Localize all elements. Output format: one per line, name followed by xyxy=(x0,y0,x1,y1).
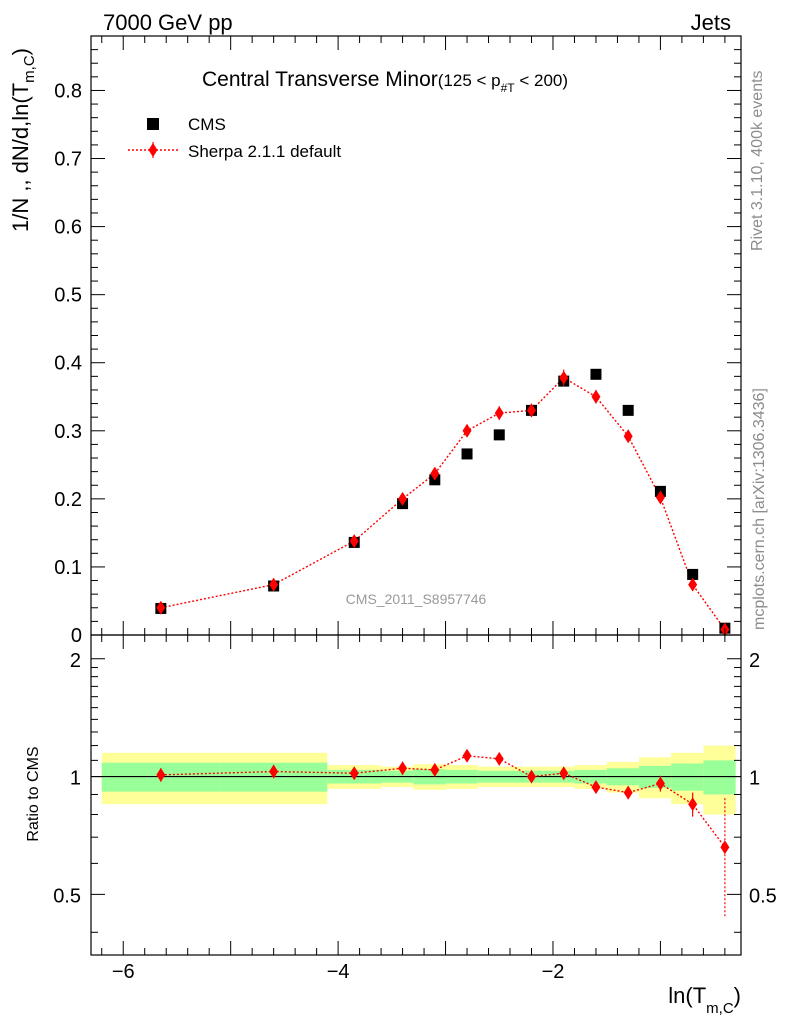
sherpa-point xyxy=(526,403,536,418)
legend-cms-label: CMS xyxy=(188,115,226,134)
cms-point xyxy=(687,568,699,580)
ratio-ytick-label-right: 0.5 xyxy=(749,885,777,907)
ratio-xlabel-text: ln(T xyxy=(668,983,706,1008)
ratio-sherpa-point xyxy=(156,767,166,782)
sherpa-point xyxy=(349,534,359,549)
sherpa-point xyxy=(156,600,166,615)
main-ytick-label: 0.1 xyxy=(54,557,82,579)
ratio-panel: 0.5 0.5 1 1 2 2 −6 −4 −2 Ratio to CMS ln(Tm,C) xyxy=(25,634,777,1017)
ratio-sherpa-point xyxy=(720,840,730,855)
legend: CMS Sherpa 2.1.1 default xyxy=(128,115,341,161)
ratio-sherpa-point xyxy=(494,751,504,766)
ratio-sherpa-point xyxy=(559,766,569,781)
legend-cms-marker xyxy=(147,118,159,130)
ratio-band-green xyxy=(703,760,736,795)
legend-sherpa-label: Sherpa 2.1.1 default xyxy=(188,142,341,161)
main-ylabel-end: ) xyxy=(8,48,33,55)
chart-title-cut: (125 < p xyxy=(438,71,501,90)
ratio-xlabel: ln(Tm,C) xyxy=(668,983,741,1017)
sherpa-point xyxy=(494,406,504,421)
sherpa-point xyxy=(591,389,601,404)
sherpa-point xyxy=(559,370,569,385)
ratio-sherpa-point xyxy=(462,748,472,763)
ratio-sherpa-line xyxy=(160,755,726,848)
rivet-label: Rivet 3.1.10, 400k events xyxy=(749,70,766,251)
ratio-sherpa-point xyxy=(526,769,536,784)
main-ytick-label: 0.2 xyxy=(54,489,82,511)
main-ylabel-text: 1/N ,, dN/d,ln(T xyxy=(8,83,33,232)
main-panel: 0 0.1 0.2 0.3 0.4 0.5 0.6 0.7 0.8 Central Transv… xyxy=(8,35,742,647)
mcplots-label: mcplots.cern.ch [arXiv:1306.3436] xyxy=(751,388,768,630)
main-ytick-label: 0.5 xyxy=(54,285,82,307)
ratio-sherpa-point xyxy=(591,780,601,795)
ratio-sherpa-point xyxy=(398,761,408,776)
ratio-xlabel-end: ) xyxy=(734,983,741,1008)
ratio-xtick-label: −4 xyxy=(327,961,350,983)
cms-point xyxy=(622,404,634,416)
sherpa-point xyxy=(462,423,472,438)
sherpa-point xyxy=(398,491,408,506)
sherpa-point xyxy=(688,577,698,592)
sherpa-point xyxy=(430,466,440,481)
main-ytick-label: 0.3 xyxy=(54,421,82,443)
watermark: CMS_2011_S8957746 xyxy=(346,591,487,607)
chart-title-main: Central Transverse Minor xyxy=(202,68,438,91)
sherpa-line xyxy=(160,376,726,630)
ratio-ytick-label: 2 xyxy=(70,650,81,672)
sherpa-point xyxy=(655,490,665,505)
main-ytick-label: 0.8 xyxy=(54,80,82,102)
ratio-sherpa-point xyxy=(688,797,698,812)
ratio-sherpa-point xyxy=(623,785,633,800)
chart-title: Central Transverse Minor(125 < p#T < 200… xyxy=(202,68,568,95)
ratio-sherpa-point xyxy=(430,762,440,777)
cms-point xyxy=(590,368,602,380)
ratio-sherpa-point xyxy=(349,766,359,781)
ratio-sherpa-point xyxy=(269,764,279,779)
ratio-frame xyxy=(90,634,742,956)
sherpa-point xyxy=(623,429,633,444)
header-right: Jets xyxy=(691,10,731,35)
main-ytick-label: 0 xyxy=(71,625,82,647)
main-ylabel: 1/N ,, dN/d,ln(Tm,C) xyxy=(8,48,38,232)
chart-title-cut-sub: #T xyxy=(501,81,516,95)
ratio-xlabel-sub: m,C xyxy=(706,1000,734,1017)
header-left: 7000 GeV pp xyxy=(103,10,233,35)
ratio-ytick-label: 0.5 xyxy=(53,885,81,907)
main-ytick-label: 0.6 xyxy=(54,217,82,239)
ratio-ytick-label: 1 xyxy=(70,768,81,790)
chart-title-cut-end: < 200) xyxy=(515,71,568,90)
ratio-ytick-label-right: 2 xyxy=(749,650,760,672)
legend-sherpa-marker xyxy=(148,143,158,157)
main-ytick-label: 0.4 xyxy=(54,353,82,375)
ratio-xtick-label: −2 xyxy=(542,961,565,983)
main-ytick-label: 0.7 xyxy=(54,149,82,171)
ratio-xtick-label: −6 xyxy=(112,961,135,983)
sherpa-point xyxy=(269,577,279,592)
cms-point xyxy=(493,429,505,441)
ratio-sherpa-point xyxy=(655,776,665,791)
cms-point xyxy=(461,448,473,460)
main-ylabel-sub: m,C xyxy=(21,55,38,83)
ratio-ytick-label-right: 1 xyxy=(749,768,760,790)
ratio-ylabel: Ratio to CMS xyxy=(25,746,42,841)
